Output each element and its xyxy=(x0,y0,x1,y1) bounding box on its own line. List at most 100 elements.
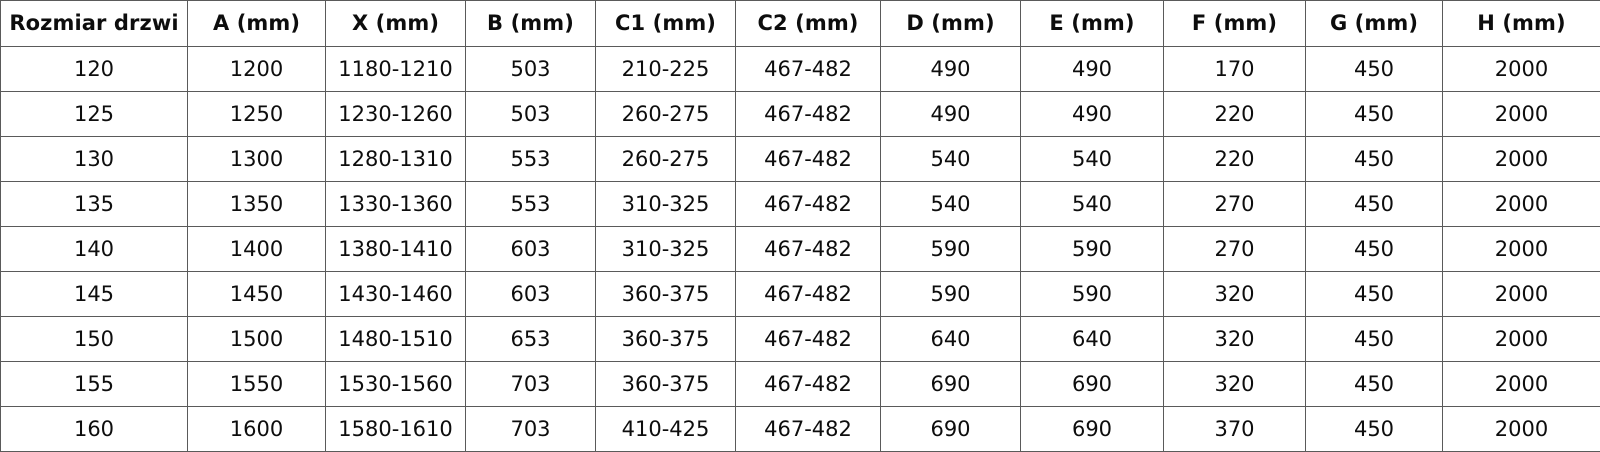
cell-f: 320 xyxy=(1164,362,1306,407)
cell-c2: 467-482 xyxy=(736,227,881,272)
cell-f: 170 xyxy=(1164,47,1306,92)
cell-c1: 260-275 xyxy=(596,92,736,137)
cell-g: 450 xyxy=(1306,317,1443,362)
cell-h: 2000 xyxy=(1443,272,1600,317)
cell-g: 450 xyxy=(1306,362,1443,407)
cell-size: 130 xyxy=(1,137,188,182)
cell-e: 590 xyxy=(1021,227,1164,272)
column-header-c2: C2 (mm) xyxy=(736,1,881,47)
cell-d: 640 xyxy=(881,317,1021,362)
cell-x: 1180-1210 xyxy=(326,47,466,92)
cell-e: 590 xyxy=(1021,272,1164,317)
cell-d: 590 xyxy=(881,227,1021,272)
cell-f: 270 xyxy=(1164,182,1306,227)
cell-f: 320 xyxy=(1164,272,1306,317)
cell-x: 1480-1510 xyxy=(326,317,466,362)
cell-c2: 467-482 xyxy=(736,362,881,407)
cell-b: 503 xyxy=(466,92,596,137)
cell-a: 1350 xyxy=(188,182,326,227)
cell-size: 160 xyxy=(1,407,188,452)
cell-size: 155 xyxy=(1,362,188,407)
cell-c2: 467-482 xyxy=(736,272,881,317)
cell-e: 640 xyxy=(1021,317,1164,362)
cell-x: 1280-1310 xyxy=(326,137,466,182)
cell-c1: 360-375 xyxy=(596,362,736,407)
cell-a: 1400 xyxy=(188,227,326,272)
cell-a: 1500 xyxy=(188,317,326,362)
cell-size: 135 xyxy=(1,182,188,227)
cell-a: 1450 xyxy=(188,272,326,317)
cell-c2: 467-482 xyxy=(736,317,881,362)
cell-e: 490 xyxy=(1021,47,1164,92)
column-header-d: D (mm) xyxy=(881,1,1021,47)
cell-size: 120 xyxy=(1,47,188,92)
cell-c1: 360-375 xyxy=(596,272,736,317)
cell-c2: 467-482 xyxy=(736,182,881,227)
cell-x: 1580-1610 xyxy=(326,407,466,452)
cell-d: 490 xyxy=(881,92,1021,137)
cell-x: 1380-1410 xyxy=(326,227,466,272)
cell-d: 590 xyxy=(881,272,1021,317)
cell-e: 540 xyxy=(1021,182,1164,227)
cell-g: 450 xyxy=(1306,182,1443,227)
cell-c1: 310-325 xyxy=(596,227,736,272)
cell-size: 145 xyxy=(1,272,188,317)
cell-x: 1430-1460 xyxy=(326,272,466,317)
cell-c1: 210-225 xyxy=(596,47,736,92)
cell-f: 320 xyxy=(1164,317,1306,362)
cell-g: 450 xyxy=(1306,407,1443,452)
cell-g: 450 xyxy=(1306,47,1443,92)
cell-c2: 467-482 xyxy=(736,92,881,137)
cell-g: 450 xyxy=(1306,137,1443,182)
cell-c1: 310-325 xyxy=(596,182,736,227)
cell-a: 1600 xyxy=(188,407,326,452)
cell-d: 540 xyxy=(881,182,1021,227)
cell-b: 703 xyxy=(466,362,596,407)
cell-h: 2000 xyxy=(1443,47,1600,92)
cell-c2: 467-482 xyxy=(736,47,881,92)
cell-size: 140 xyxy=(1,227,188,272)
column-header-e: E (mm) xyxy=(1021,1,1164,47)
cell-d: 690 xyxy=(881,362,1021,407)
cell-h: 2000 xyxy=(1443,362,1600,407)
cell-f: 270 xyxy=(1164,227,1306,272)
cell-b: 553 xyxy=(466,137,596,182)
cell-b: 653 xyxy=(466,317,596,362)
cell-d: 540 xyxy=(881,137,1021,182)
cell-a: 1200 xyxy=(188,47,326,92)
cell-c2: 467-482 xyxy=(736,407,881,452)
column-header-f: F (mm) xyxy=(1164,1,1306,47)
cell-h: 2000 xyxy=(1443,137,1600,182)
cell-e: 540 xyxy=(1021,137,1164,182)
cell-h: 2000 xyxy=(1443,317,1600,362)
cell-h: 2000 xyxy=(1443,182,1600,227)
cell-a: 1300 xyxy=(188,137,326,182)
column-header-c1: C1 (mm) xyxy=(596,1,736,47)
cell-h: 2000 xyxy=(1443,92,1600,137)
cell-f: 220 xyxy=(1164,92,1306,137)
cell-x: 1230-1260 xyxy=(326,92,466,137)
cell-c1: 410-425 xyxy=(596,407,736,452)
cell-b: 603 xyxy=(466,272,596,317)
cell-h: 2000 xyxy=(1443,227,1600,272)
cell-b: 703 xyxy=(466,407,596,452)
column-header-h: H (mm) xyxy=(1443,1,1600,47)
cell-a: 1250 xyxy=(188,92,326,137)
cell-c1: 260-275 xyxy=(596,137,736,182)
cell-g: 450 xyxy=(1306,92,1443,137)
column-header-g: G (mm) xyxy=(1306,1,1443,47)
cell-size: 125 xyxy=(1,92,188,137)
column-header-size: Rozmiar drzwi xyxy=(1,1,188,47)
cell-d: 690 xyxy=(881,407,1021,452)
column-header-a: A (mm) xyxy=(188,1,326,47)
cell-x: 1330-1360 xyxy=(326,182,466,227)
